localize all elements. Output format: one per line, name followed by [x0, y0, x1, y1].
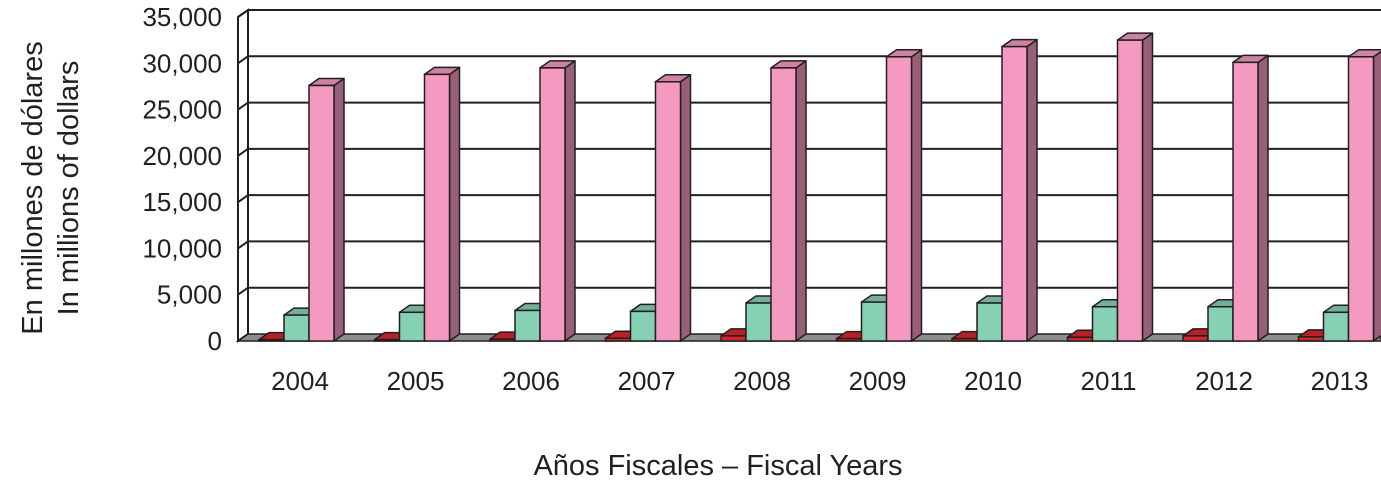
bar-front [283, 314, 310, 342]
y-tick-label: 30,000 [142, 48, 222, 78]
bar [1347, 49, 1381, 342]
bar-front [629, 310, 657, 342]
bar-front [398, 311, 426, 342]
gridline [237, 55, 1381, 65]
bar-front [1322, 311, 1350, 342]
x-tick-label: 2010 [964, 366, 1022, 396]
bar-side [333, 77, 345, 342]
gridline [237, 101, 1381, 111]
bars-group [258, 32, 1381, 342]
y-tick-labels: 0 5,000 10,000 15,000 20,000 25,000 30,000 35,0… [142, 2, 222, 356]
bar [423, 66, 461, 342]
y-tick-label: 10,000 [142, 233, 222, 263]
x-axis-title: Años Fiscales – Fiscal Years [533, 450, 902, 482]
bar-front [1232, 61, 1259, 342]
bar-front [514, 309, 541, 342]
bar-side [1372, 50, 1381, 342]
bar-front [423, 73, 451, 342]
bar-front [976, 302, 1003, 342]
y-axis-title-line-2: In millions of dollars [53, 61, 85, 316]
gridline [237, 286, 1381, 296]
y-tick-label: 25,000 [142, 95, 222, 125]
gridline [237, 194, 1381, 203]
x-tick-label: 2009 [849, 366, 907, 396]
bar-side [1141, 32, 1154, 342]
y-axis-title-line-1: En millones de dólares [17, 41, 49, 334]
x-tick-label: 2012 [1195, 366, 1253, 396]
bar-front [1116, 39, 1144, 342]
bar [770, 60, 807, 342]
bar [308, 77, 345, 342]
bar [1001, 38, 1038, 342]
bar-front [1182, 335, 1209, 342]
bar-front [1207, 305, 1234, 342]
bar-front [835, 337, 863, 342]
bar-front [258, 338, 285, 342]
bar-top [1347, 49, 1381, 58]
bar-front [770, 67, 797, 342]
bar-front [745, 302, 772, 342]
bar-side [795, 60, 807, 342]
bar [1116, 32, 1154, 342]
x-tick-labels: 2004 2005 2006 2007 2008 2009 2010 2011 2012 2013 [271, 366, 1368, 396]
x-tick-label: 2011 [1081, 366, 1137, 396]
x-tick-label: 2008 [733, 366, 791, 396]
y-tick-label: 35,000 [142, 2, 222, 32]
x-tick-label: 2013 [1311, 366, 1369, 396]
x-tick-label: 2006 [502, 366, 560, 396]
bar [885, 49, 923, 342]
bar-side [1257, 54, 1269, 342]
bar-front [951, 337, 978, 342]
bar [654, 74, 692, 342]
x-tick-label: 2004 [271, 366, 329, 396]
y-tick-label: 5,000 [157, 280, 222, 310]
bar-front [1091, 305, 1119, 342]
gridline [237, 147, 1381, 157]
bar [539, 60, 576, 342]
x-tick-label: 2007 [618, 366, 676, 396]
bar-front [489, 338, 516, 342]
x-tick-label: 2005 [387, 366, 445, 396]
bar-front [1297, 336, 1325, 342]
y-tick-label: 0 [208, 326, 222, 356]
bar-front [604, 337, 632, 342]
bar-side [910, 49, 923, 342]
bar-front [885, 56, 913, 342]
y-tick-label: 15,000 [142, 187, 222, 217]
bar-side [448, 66, 461, 342]
bar-side [1026, 38, 1038, 342]
bar-front [373, 338, 401, 342]
bar-side [564, 60, 576, 342]
gridline [237, 9, 1381, 18]
gridline [237, 240, 1381, 250]
bar-front [720, 335, 747, 342]
y-tick-label: 20,000 [142, 141, 222, 171]
bar-side [679, 74, 692, 342]
gridlines [237, 9, 1381, 296]
bar [1232, 54, 1269, 342]
bar-front [860, 301, 888, 342]
bar-front [308, 84, 335, 342]
bar-front [1001, 45, 1028, 342]
bar-front [539, 67, 566, 342]
chart-back-wall [237, 8, 1381, 343]
bar-front [654, 81, 682, 342]
bar-front [1066, 336, 1094, 342]
bar-front [1347, 56, 1375, 342]
